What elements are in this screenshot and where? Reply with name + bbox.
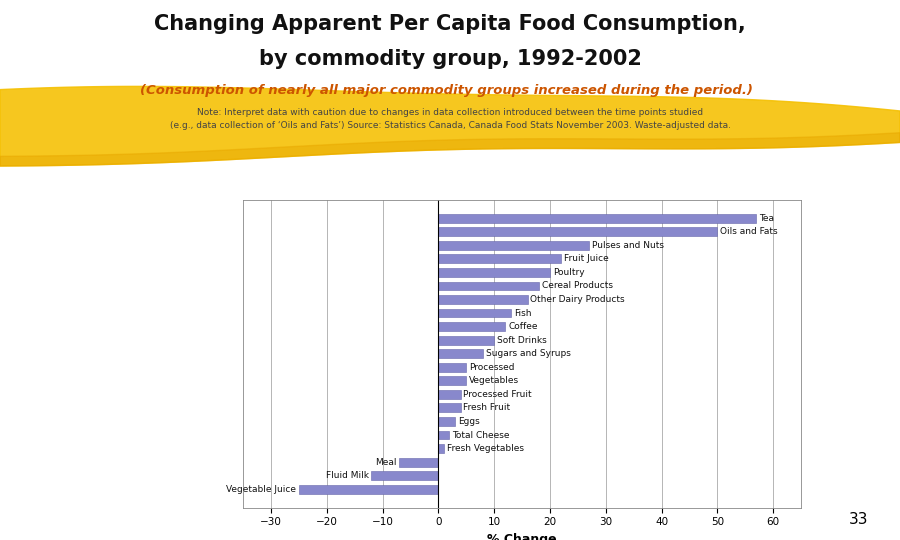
Text: Other Dairy Products: Other Dairy Products bbox=[530, 295, 625, 304]
Bar bbox=[438, 254, 561, 264]
Bar bbox=[438, 309, 511, 318]
X-axis label: % Change: % Change bbox=[487, 533, 557, 540]
Text: Eggs: Eggs bbox=[458, 417, 480, 426]
Bar bbox=[438, 214, 756, 222]
Text: Total Cheese: Total Cheese bbox=[453, 430, 509, 440]
Text: (e.g., data collection of ‘Oils and Fats’) Source: Statistics Canada, Canada Foo: (e.g., data collection of ‘Oils and Fats… bbox=[169, 122, 731, 131]
Bar bbox=[438, 444, 444, 453]
Text: Poultry: Poultry bbox=[553, 268, 584, 277]
Bar bbox=[438, 417, 455, 426]
Bar bbox=[438, 336, 494, 345]
Text: Oils and Fats: Oils and Fats bbox=[720, 227, 778, 236]
Text: 33: 33 bbox=[849, 511, 868, 526]
Bar bbox=[438, 390, 461, 399]
Text: Fresh Vegetables: Fresh Vegetables bbox=[446, 444, 524, 453]
Text: by commodity group, 1992-2002: by commodity group, 1992-2002 bbox=[258, 49, 642, 69]
Text: Note: Interpret data with caution due to changes in data collection introduced b: Note: Interpret data with caution due to… bbox=[197, 108, 703, 117]
Text: Fruit Juice: Fruit Juice bbox=[563, 254, 608, 264]
Text: Soft Drinks: Soft Drinks bbox=[497, 336, 546, 345]
Text: Tea: Tea bbox=[760, 214, 774, 222]
Bar bbox=[438, 376, 466, 385]
Bar bbox=[438, 349, 483, 358]
Bar bbox=[438, 430, 449, 440]
Bar bbox=[438, 295, 527, 304]
Bar bbox=[438, 281, 539, 291]
Text: Processed Fruit: Processed Fruit bbox=[464, 390, 532, 399]
Bar bbox=[438, 403, 461, 413]
Bar bbox=[372, 471, 438, 480]
Bar bbox=[438, 227, 717, 236]
Text: Sugars and Syrups: Sugars and Syrups bbox=[486, 349, 571, 358]
Bar bbox=[438, 322, 505, 331]
Bar bbox=[438, 268, 550, 277]
Text: Processed: Processed bbox=[469, 363, 515, 372]
Text: Fluid Milk: Fluid Milk bbox=[326, 471, 369, 480]
Text: (Consumption of nearly all major commodity groups increased during the period.): (Consumption of nearly all major commodi… bbox=[140, 84, 752, 97]
Text: Fish: Fish bbox=[514, 308, 531, 318]
Text: Vegetables: Vegetables bbox=[469, 376, 519, 386]
Text: Coffee: Coffee bbox=[508, 322, 537, 331]
Text: Meal: Meal bbox=[375, 457, 397, 467]
Text: Pulses and Nuts: Pulses and Nuts bbox=[592, 241, 664, 250]
Text: Changing Apparent Per Capita Food Consumption,: Changing Apparent Per Capita Food Consum… bbox=[154, 14, 746, 33]
Text: Vegetable Juice: Vegetable Juice bbox=[226, 485, 296, 494]
Text: Cereal Products: Cereal Products bbox=[542, 281, 613, 291]
Text: Fresh Fruit: Fresh Fruit bbox=[464, 403, 510, 413]
Bar bbox=[438, 363, 466, 372]
Bar bbox=[438, 241, 589, 249]
Bar bbox=[400, 458, 438, 467]
Bar bbox=[299, 485, 438, 494]
